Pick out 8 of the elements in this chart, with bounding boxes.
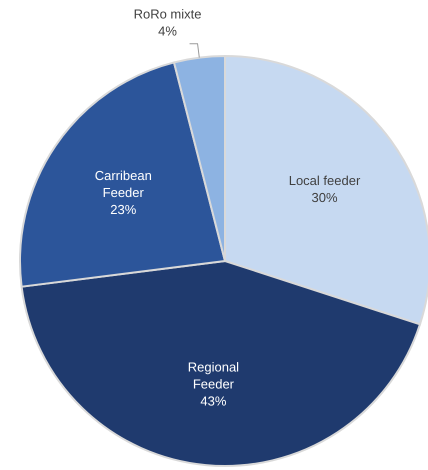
data-label: 23% <box>110 202 137 217</box>
data-label: 30% <box>311 190 338 206</box>
slice-label: Carribean Feeder <box>94 168 152 200</box>
data-label: 43% <box>200 393 227 408</box>
slice-label: Local feeder <box>288 173 361 188</box>
slice-label: Regional Feeder <box>188 359 240 392</box>
data-label: 4% <box>158 24 178 39</box>
slice-label: RoRo mixte <box>134 6 202 22</box>
